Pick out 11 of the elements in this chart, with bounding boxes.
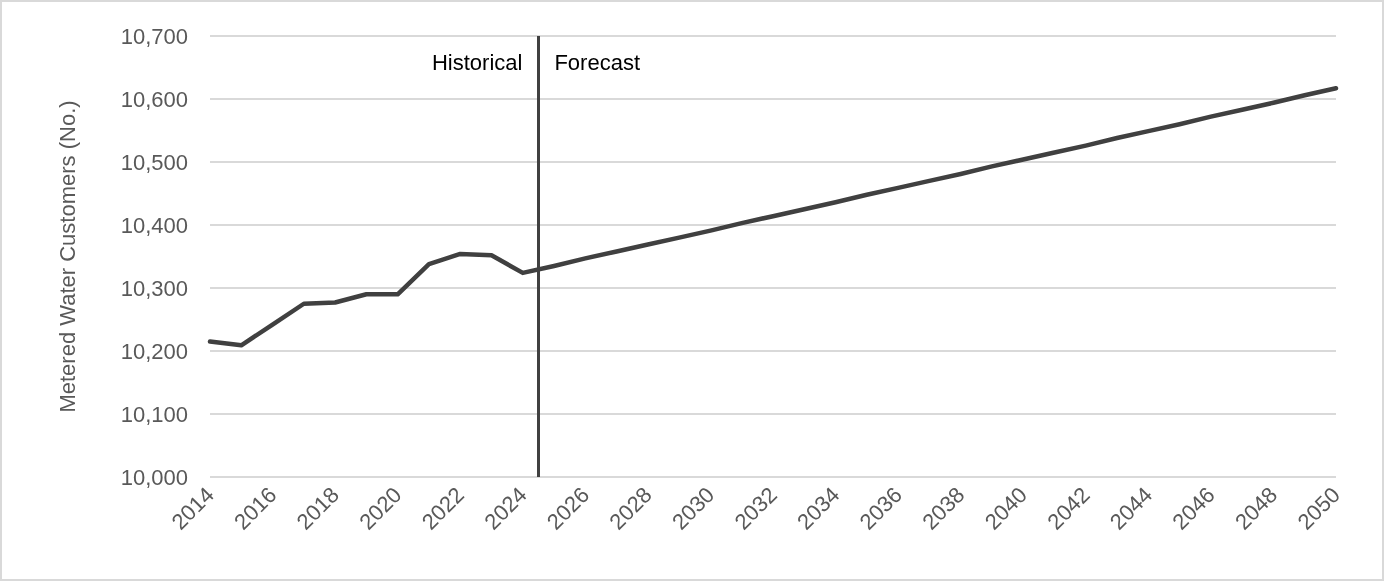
annotation: Historical	[431, 49, 523, 75]
y-tick-label: 10,700	[120, 23, 188, 49]
y-tick-label: 10,100	[120, 401, 188, 427]
y-tick-label: 10,200	[120, 338, 188, 364]
y-tick-label: 10,300	[120, 275, 188, 301]
annotation: Forecast	[554, 49, 641, 75]
y-tick-label: 10,500	[120, 149, 188, 175]
y-tick-label: 10,600	[120, 86, 188, 112]
y-axis-title: Metered Water Customers (No.)	[54, 100, 80, 413]
y-tick-label: 10,400	[120, 212, 188, 238]
y-tick-label: 10,000	[120, 464, 188, 490]
